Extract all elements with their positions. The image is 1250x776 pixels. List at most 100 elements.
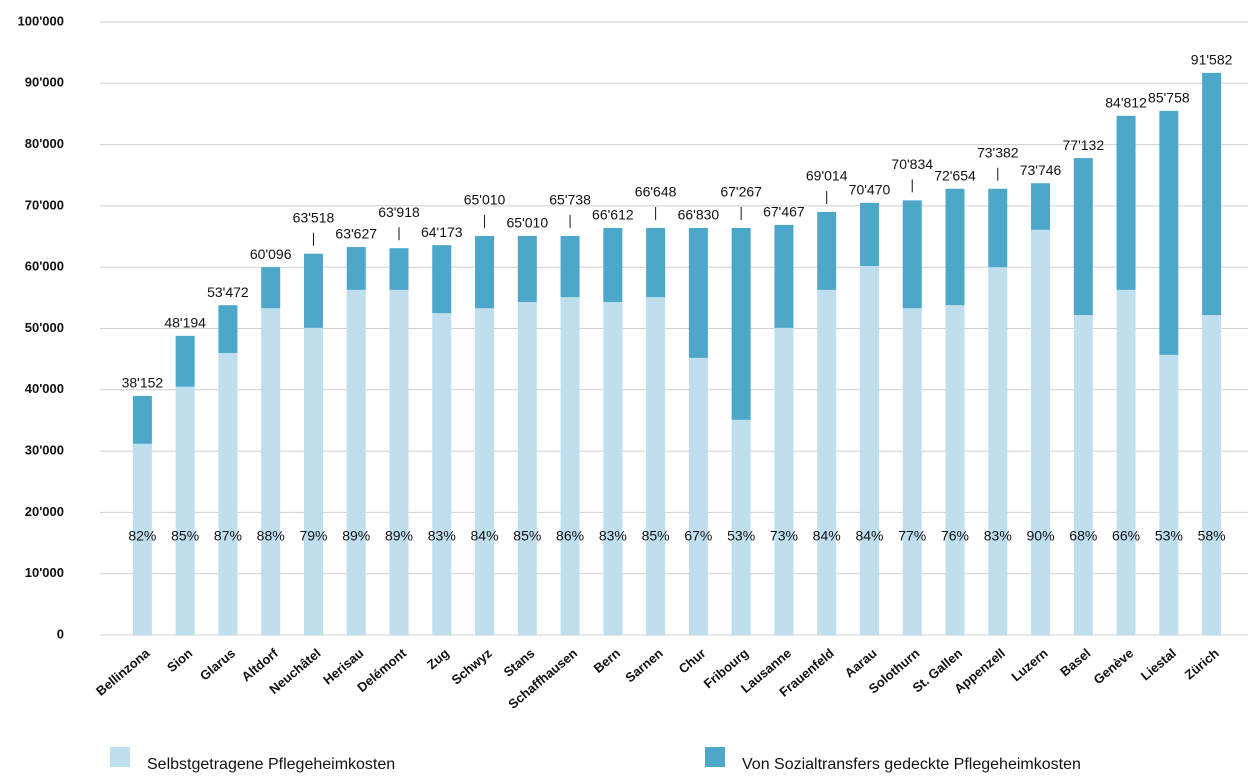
share-label: 77% [898,528,926,544]
bar-segment [1073,158,1093,316]
bar-segment [945,305,965,635]
total-label: 48'194 [164,315,206,331]
bar-segment [432,313,452,635]
bar-segment [1031,183,1051,230]
share-label: 87% [214,528,242,544]
bar-segment [132,395,152,444]
share-label: 89% [342,528,370,544]
bar-segment [218,353,238,635]
x-tick-label: Schwyz [449,645,496,687]
bar-segment [517,235,537,303]
y-tick-label: 100'000 [18,13,64,28]
x-tick-label: Zürich [1182,645,1222,682]
bar-segment [1202,72,1222,316]
bar-segment [988,188,1008,268]
bar-segment [346,289,366,635]
x-tick-label: Chur [676,645,709,676]
total-label: 66'612 [592,207,634,223]
share-label: 85% [171,528,199,544]
bar-segment [988,267,1008,635]
bar-segment [218,305,238,354]
y-tick-label: 20'000 [25,504,64,519]
bar-segment [817,289,837,635]
bar-segment [817,212,837,290]
bar-segment [560,235,580,298]
total-label: 65'010 [507,215,549,231]
share-label: 82% [128,528,156,544]
share-label: 85% [513,528,541,544]
bar-segment [132,443,152,635]
y-tick-label: 50'000 [25,320,64,335]
y-tick-label: 60'000 [25,259,64,274]
x-tick-label: Bern [591,645,623,676]
total-label: 65'010 [464,192,506,208]
bar-segment [1116,289,1136,635]
share-label: 86% [556,528,584,544]
x-tick-label: Zug [424,645,452,672]
share-label: 84% [855,528,883,544]
total-label: 63'518 [293,209,335,225]
bar-segment [646,297,666,635]
total-label: 53'472 [207,284,249,300]
share-label: 76% [941,528,969,544]
share-label: 83% [428,528,456,544]
total-label: 69'014 [806,168,848,184]
share-label: 73% [770,528,798,544]
total-label: 60'096 [250,246,292,262]
share-label: 84% [471,528,499,544]
x-tick-label: Liestal [1138,645,1179,683]
total-label: 77'132 [1063,137,1105,153]
bar-segment [688,227,708,358]
x-tick-label: Aarau [842,645,880,680]
share-label: 66% [1112,528,1140,544]
y-tick-label: 0 [57,626,64,641]
legend-swatch [110,747,130,767]
bar-segment [261,267,281,309]
legend-swatch [705,747,725,767]
bar-segment [731,419,751,635]
bar-segment [432,245,452,314]
bar-segment [175,335,195,387]
x-tick-label: Stans [501,645,538,679]
share-label: 88% [257,528,285,544]
bar-segment [303,327,323,635]
bar-segment [731,227,751,420]
total-label: 63'627 [335,226,377,242]
bar-segment [1159,354,1179,635]
bar-segment [774,327,794,635]
x-tick-label: Glarus [197,645,238,683]
bar-segment [859,202,879,266]
total-label: 67'467 [763,204,805,220]
share-label: 90% [1027,528,1055,544]
y-tick-label: 90'000 [25,75,64,90]
total-label: 70'834 [891,156,933,172]
x-tick-label: Bellinzona [93,645,153,699]
bar-segment [389,248,409,290]
share-label: 53% [727,528,755,544]
bar-segment [1031,229,1051,635]
share-label: 84% [813,528,841,544]
total-label: 66'648 [635,184,677,200]
legend-label: Von Sozialtransfers gedeckte Pflegeheimk… [742,756,1081,773]
y-tick-label: 70'000 [25,197,64,212]
legend-label: Selbstgetragene Pflegeheimkosten [147,756,395,773]
y-tick-label: 30'000 [25,443,64,458]
bar-segment [560,297,580,635]
bar-segment [603,227,623,303]
bar-segment [945,188,965,306]
share-label: 89% [385,528,413,544]
x-tick-label: Genève [1091,645,1137,687]
total-label: 72'654 [934,167,976,183]
bar-segment [389,289,409,635]
bar-segment [303,253,323,328]
total-label: 38'152 [122,375,164,391]
bar-segment [346,246,366,290]
y-tick-label: 10'000 [25,565,64,580]
share-label: 83% [599,528,627,544]
bar-segment [261,308,281,635]
total-label: 66'830 [678,207,720,223]
y-tick-label: 40'000 [25,381,64,396]
total-label: 65'738 [549,192,591,208]
bar-segment [603,302,623,635]
